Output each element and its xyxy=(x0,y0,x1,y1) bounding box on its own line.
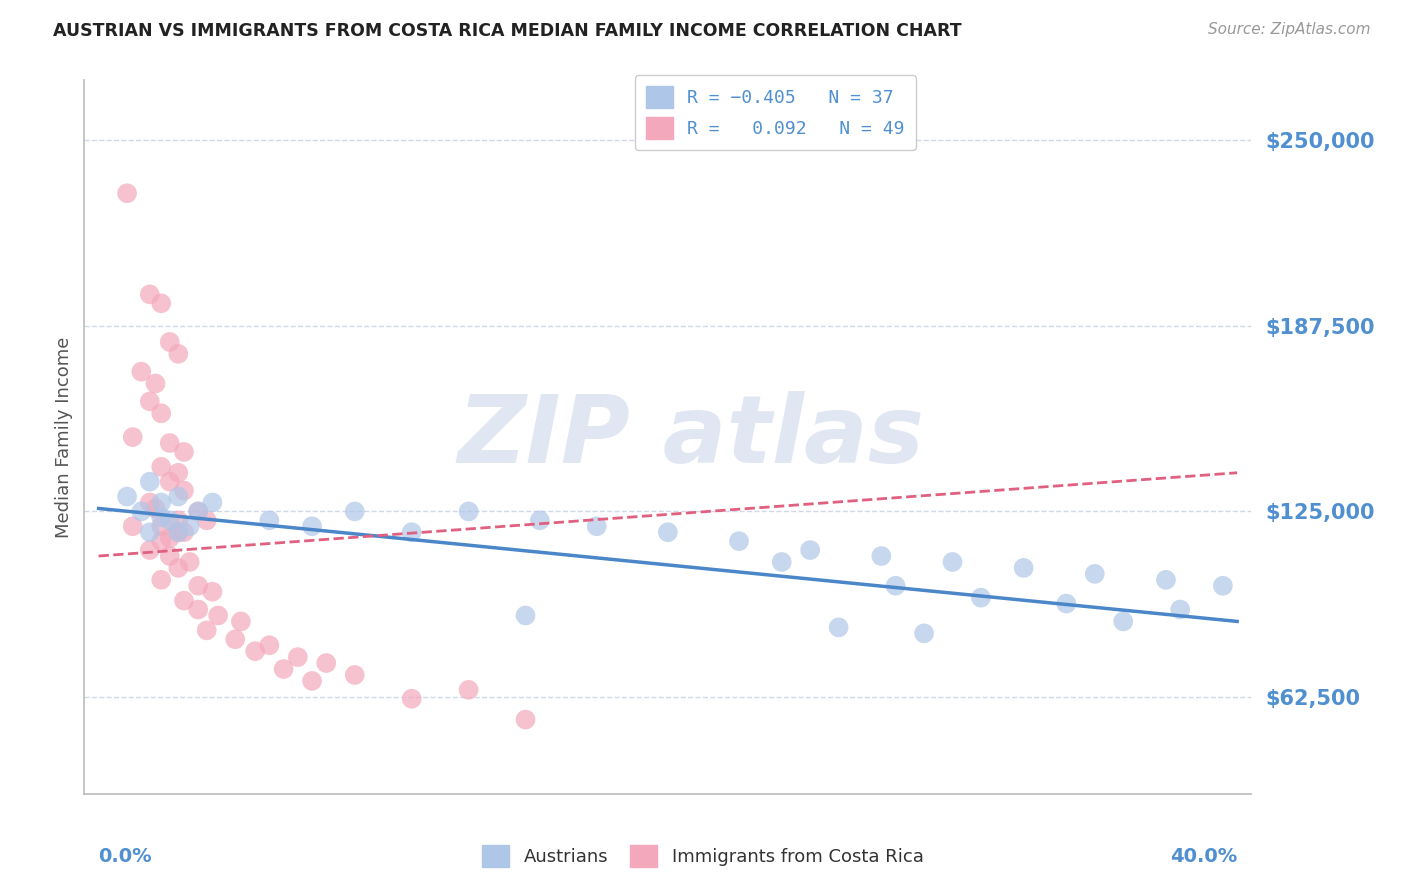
Point xyxy=(870,549,893,563)
Point xyxy=(150,573,173,587)
Point xyxy=(139,394,162,409)
Text: 40.0%: 40.0% xyxy=(1170,847,1237,866)
Point xyxy=(139,287,162,301)
Point xyxy=(273,662,295,676)
Text: ZIP atlas: ZIP atlas xyxy=(458,391,925,483)
Point xyxy=(287,650,309,665)
Point xyxy=(207,608,229,623)
Point xyxy=(167,561,190,575)
Point xyxy=(827,620,849,634)
Point xyxy=(912,626,935,640)
Point xyxy=(115,490,138,504)
Point xyxy=(150,534,173,549)
Point xyxy=(187,602,209,616)
Point xyxy=(884,579,907,593)
Point xyxy=(173,593,195,607)
Point xyxy=(150,406,173,420)
Point xyxy=(187,504,209,518)
Point xyxy=(243,644,266,658)
Point xyxy=(167,513,190,527)
Point xyxy=(150,495,173,509)
Point xyxy=(159,531,181,545)
Point xyxy=(139,543,162,558)
Point xyxy=(179,519,201,533)
Point xyxy=(139,495,162,509)
Point xyxy=(457,682,479,697)
Point xyxy=(173,483,195,498)
Point xyxy=(224,632,246,647)
Point xyxy=(129,504,152,518)
Point xyxy=(728,534,751,549)
Point xyxy=(259,513,281,527)
Point xyxy=(150,519,173,533)
Point xyxy=(301,519,323,533)
Legend: R = −0.405   N = 37, R =   0.092   N = 49: R = −0.405 N = 37, R = 0.092 N = 49 xyxy=(636,75,915,150)
Point xyxy=(457,504,479,518)
Text: Source: ZipAtlas.com: Source: ZipAtlas.com xyxy=(1208,22,1371,37)
Point xyxy=(343,504,366,518)
Point xyxy=(799,543,821,558)
Text: 0.0%: 0.0% xyxy=(98,847,152,866)
Point xyxy=(150,459,173,474)
Point xyxy=(1112,615,1135,629)
Point xyxy=(159,436,181,450)
Point xyxy=(1154,573,1177,587)
Point xyxy=(159,513,181,527)
Point xyxy=(139,475,162,489)
Point xyxy=(173,445,195,459)
Point xyxy=(159,549,181,563)
Point xyxy=(195,624,218,638)
Point xyxy=(173,525,195,540)
Point xyxy=(187,504,209,518)
Point xyxy=(657,525,679,540)
Point xyxy=(145,376,167,391)
Point xyxy=(201,495,224,509)
Point xyxy=(145,501,167,516)
Point xyxy=(139,525,162,540)
Point xyxy=(167,525,190,540)
Text: AUSTRIAN VS IMMIGRANTS FROM COSTA RICA MEDIAN FAMILY INCOME CORRELATION CHART: AUSTRIAN VS IMMIGRANTS FROM COSTA RICA M… xyxy=(53,22,962,40)
Point xyxy=(115,186,138,201)
Point xyxy=(301,673,323,688)
Point xyxy=(515,608,537,623)
Point xyxy=(1012,561,1035,575)
Point xyxy=(150,296,173,310)
Point xyxy=(529,513,551,527)
Point xyxy=(121,519,143,533)
Point xyxy=(315,656,337,670)
Point xyxy=(970,591,993,605)
Y-axis label: Median Family Income: Median Family Income xyxy=(55,336,73,538)
Point xyxy=(1054,597,1077,611)
Point xyxy=(343,668,366,682)
Legend: Austrians, Immigrants from Costa Rica: Austrians, Immigrants from Costa Rica xyxy=(475,838,931,874)
Point xyxy=(259,638,281,652)
Point xyxy=(1084,566,1107,581)
Point xyxy=(150,510,173,524)
Point xyxy=(179,555,201,569)
Point xyxy=(770,555,793,569)
Point xyxy=(167,347,190,361)
Point xyxy=(121,430,143,444)
Point xyxy=(167,525,190,540)
Point xyxy=(515,713,537,727)
Point xyxy=(401,525,423,540)
Point xyxy=(129,365,152,379)
Point xyxy=(195,513,218,527)
Point xyxy=(1212,579,1234,593)
Point xyxy=(167,466,190,480)
Point xyxy=(159,334,181,349)
Point xyxy=(401,691,423,706)
Point xyxy=(167,490,190,504)
Point xyxy=(1168,602,1191,616)
Point xyxy=(941,555,963,569)
Point xyxy=(229,615,252,629)
Point xyxy=(585,519,607,533)
Point xyxy=(159,475,181,489)
Point xyxy=(201,584,224,599)
Point xyxy=(187,579,209,593)
